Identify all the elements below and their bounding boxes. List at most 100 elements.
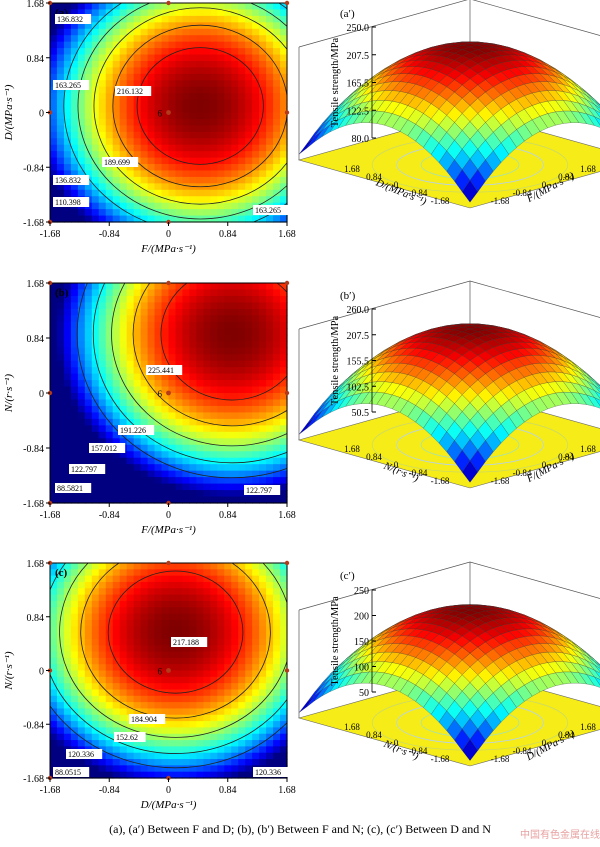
heat-cell bbox=[273, 689, 281, 697]
heat-cell bbox=[273, 714, 281, 722]
heat-cell bbox=[245, 581, 253, 589]
heat-cell bbox=[238, 125, 246, 133]
heat-cell bbox=[238, 607, 246, 615]
heat-cell bbox=[182, 657, 191, 665]
heat-cell bbox=[77, 125, 86, 133]
heat-cell bbox=[161, 670, 170, 678]
heat-cell bbox=[63, 399, 72, 407]
heat-cell bbox=[161, 302, 170, 310]
heat-cell bbox=[266, 302, 274, 310]
heat-cell bbox=[105, 93, 114, 101]
heat-cell bbox=[98, 151, 107, 159]
heat-cell bbox=[140, 354, 149, 362]
heat-cell bbox=[161, 138, 170, 146]
heat-cell bbox=[50, 73, 58, 81]
heat-cell bbox=[224, 676, 232, 684]
heat-cell bbox=[203, 670, 211, 678]
heat-cell bbox=[168, 3, 177, 11]
heat-cell bbox=[280, 283, 288, 291]
heat-cell bbox=[105, 22, 114, 30]
heat-cell bbox=[161, 563, 170, 570]
heat-cell bbox=[119, 99, 128, 107]
heat-cell bbox=[105, 483, 114, 491]
heat-cell bbox=[238, 202, 246, 210]
heat-cell bbox=[70, 315, 79, 323]
heat-cell bbox=[189, 315, 197, 323]
heat-cell bbox=[126, 563, 135, 570]
heat-cell bbox=[210, 215, 218, 223]
heat-cell bbox=[70, 86, 79, 94]
heat-cell bbox=[84, 695, 93, 703]
heat-cell bbox=[266, 563, 274, 570]
heat-cell bbox=[77, 431, 86, 439]
heat-cell bbox=[63, 569, 72, 577]
heat-cell bbox=[98, 15, 107, 23]
heat-cell bbox=[140, 632, 149, 640]
heat-cell bbox=[217, 283, 225, 291]
heat-cell bbox=[161, 613, 170, 621]
heat-cell bbox=[182, 683, 191, 691]
heat-cell bbox=[147, 93, 156, 101]
heat-cell bbox=[280, 626, 288, 634]
heat-cell bbox=[70, 215, 79, 223]
heat-cell bbox=[84, 708, 93, 716]
heat-cell bbox=[217, 708, 225, 716]
heat-cell bbox=[203, 157, 211, 165]
heat-cell bbox=[259, 302, 267, 310]
heat-cell bbox=[126, 613, 135, 621]
heat-cell bbox=[196, 386, 204, 394]
heat-cell bbox=[56, 144, 65, 152]
heat-cell bbox=[224, 196, 232, 204]
heat-cell bbox=[189, 765, 197, 773]
heat-cell bbox=[161, 727, 170, 735]
heat-cell bbox=[196, 196, 204, 204]
heat-cell bbox=[105, 386, 114, 394]
heat-cell bbox=[56, 189, 65, 197]
heat-cell bbox=[280, 138, 288, 146]
heat-cell bbox=[91, 164, 100, 172]
heat-cell bbox=[63, 138, 72, 146]
heat-cell bbox=[126, 93, 135, 101]
heat-cell bbox=[273, 431, 281, 439]
heat-cell bbox=[63, 54, 72, 62]
contour-label: 225.441 bbox=[148, 366, 174, 375]
heat-cell bbox=[133, 464, 142, 472]
heat-cell bbox=[196, 118, 204, 126]
heat-cell bbox=[140, 328, 149, 336]
heat-cell bbox=[133, 740, 142, 747]
heat-cell bbox=[182, 759, 191, 766]
heat-cell bbox=[147, 670, 156, 678]
heat-cell bbox=[210, 569, 218, 577]
heat-cell bbox=[91, 138, 100, 146]
heat-cell bbox=[105, 151, 114, 159]
heat-cell bbox=[77, 112, 86, 120]
heat-cell bbox=[217, 209, 225, 217]
heat-cell bbox=[280, 151, 288, 159]
heat-cell bbox=[70, 619, 79, 627]
heat-cell bbox=[189, 651, 197, 659]
heat-cell bbox=[175, 131, 184, 139]
heat-cell bbox=[210, 393, 218, 401]
heat-cell bbox=[231, 170, 239, 178]
heat-cell bbox=[63, 60, 72, 69]
heat-cell bbox=[175, 215, 184, 223]
heat-cell bbox=[147, 131, 156, 139]
heat-cell bbox=[168, 138, 177, 146]
heat-cell bbox=[105, 48, 114, 56]
heat-cell bbox=[259, 619, 267, 627]
x-tick-label: -1.68 bbox=[40, 229, 61, 240]
heat-cell bbox=[91, 607, 100, 615]
heat-cell bbox=[112, 289, 121, 297]
heat-cell bbox=[98, 138, 107, 146]
heat-cell bbox=[280, 405, 288, 414]
heat-cell bbox=[98, 759, 107, 766]
heat-cell bbox=[133, 73, 142, 81]
heat-cell bbox=[126, 170, 135, 178]
heat-cell bbox=[91, 670, 100, 678]
heat-cell bbox=[70, 457, 79, 465]
heat-cell bbox=[231, 289, 239, 297]
contour-label-bg bbox=[55, 14, 92, 24]
heat-cell bbox=[182, 138, 191, 146]
heat-cell bbox=[119, 164, 128, 172]
heat-cell bbox=[182, 451, 191, 459]
